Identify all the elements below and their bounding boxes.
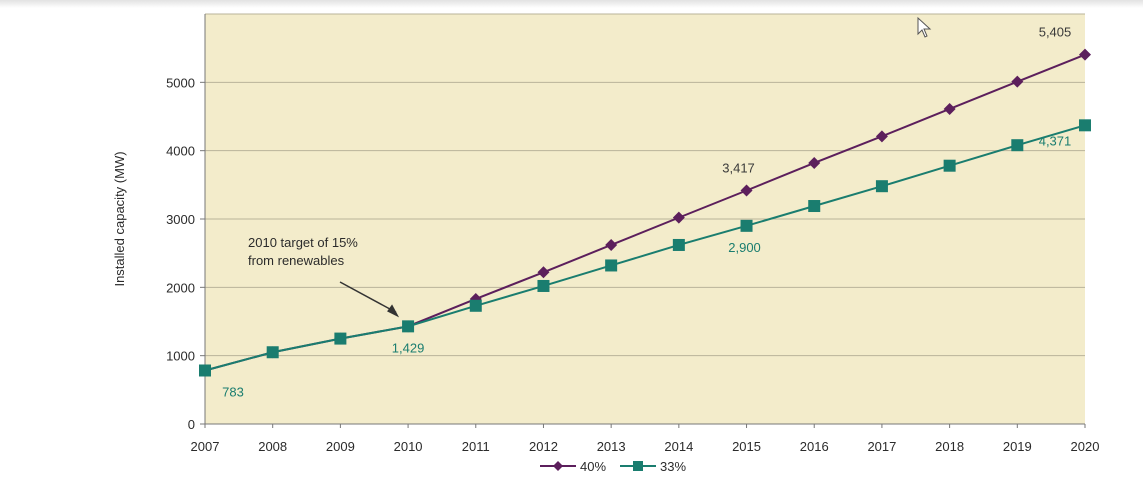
square-marker xyxy=(469,299,482,312)
square-marker xyxy=(199,364,211,377)
data-label: 5,405 xyxy=(1039,25,1072,40)
x-tick-label: 2020 xyxy=(1071,439,1100,454)
series-thirty-three-percent xyxy=(199,119,1091,377)
square-marker xyxy=(266,346,279,359)
legend-item: 33% xyxy=(620,459,686,474)
x-tick-label: 2016 xyxy=(800,439,829,454)
square-marker xyxy=(1079,119,1091,132)
y-axis-label: Installed capacity (MW) xyxy=(112,151,127,286)
annotation-arrow-line xyxy=(339,281,397,314)
legend-item: 40% xyxy=(540,459,606,474)
gridlines xyxy=(205,13,1085,357)
x-tick-label: 2014 xyxy=(664,439,693,454)
diamond-marker xyxy=(537,266,550,279)
series-layer xyxy=(199,48,1091,377)
diamond-marker xyxy=(1079,48,1091,61)
x-tick-label: 2012 xyxy=(529,439,558,454)
square-marker xyxy=(875,180,888,193)
x-tick-label: 2011 xyxy=(462,439,490,454)
x-tick-label: 2009 xyxy=(326,439,355,454)
x-tick-label: 2015 xyxy=(732,439,761,454)
y-tick-label: 1000 xyxy=(166,349,195,364)
y-tick-label: 3000 xyxy=(166,212,195,227)
diamond-marker xyxy=(875,130,888,143)
square-marker xyxy=(943,159,956,172)
y-tick-label: 4000 xyxy=(166,144,195,159)
annotation-text: from renewables xyxy=(248,253,345,268)
y-tick-label: 0 xyxy=(188,417,195,432)
legend: 40% 33% xyxy=(540,459,686,474)
x-tick-label: 2007 xyxy=(191,439,220,454)
square-marker xyxy=(334,332,347,345)
square-marker xyxy=(537,279,550,292)
annotation-arrow-head xyxy=(387,304,400,318)
legend-square-marker xyxy=(633,461,643,471)
data-label: 3,417 xyxy=(722,161,755,176)
legend-label: 40% xyxy=(580,459,606,474)
data-label: 1,429 xyxy=(392,340,425,355)
top-divider xyxy=(0,0,1143,8)
axes: 0 1000 2000 3000 4000 5000 2007 2008 2009 2010 201… xyxy=(166,14,1099,454)
x-tick-label: 2019 xyxy=(1003,439,1032,454)
data-labels: 783 1,429 2,900 4,371 3,417 5,405 xyxy=(222,25,1071,400)
data-label: 4,371 xyxy=(1039,133,1072,148)
diamond-marker xyxy=(1011,75,1024,88)
data-label: 2,900 xyxy=(728,240,761,255)
square-marker xyxy=(1011,139,1024,152)
square-marker xyxy=(605,259,618,272)
annotation: 2010 target of 15% from renewables xyxy=(248,235,400,318)
x-tick-label: 2013 xyxy=(597,439,626,454)
diamond-marker xyxy=(740,184,753,197)
annotation-text: 2010 target of 15% xyxy=(248,235,358,250)
x-tick-label: 2010 xyxy=(394,439,423,454)
mouse-cursor-icon xyxy=(917,16,932,38)
square-marker xyxy=(672,238,685,251)
y-tick-label: 5000 xyxy=(166,75,195,90)
diamond-marker xyxy=(808,156,821,169)
y-tick-label: 2000 xyxy=(166,280,195,295)
x-tick-label: 2017 xyxy=(867,439,896,454)
series-line xyxy=(204,124,1086,372)
diamond-marker xyxy=(672,211,685,224)
legend-diamond-marker xyxy=(553,461,563,471)
square-marker xyxy=(808,200,821,213)
data-label: 783 xyxy=(222,384,244,399)
legend-label: 33% xyxy=(660,459,686,474)
diamond-marker xyxy=(605,238,618,251)
x-tick-label: 2008 xyxy=(258,439,287,454)
square-marker xyxy=(402,320,415,333)
diamond-marker xyxy=(943,102,956,115)
square-marker xyxy=(740,219,753,232)
x-tick-label: 2018 xyxy=(935,439,964,454)
